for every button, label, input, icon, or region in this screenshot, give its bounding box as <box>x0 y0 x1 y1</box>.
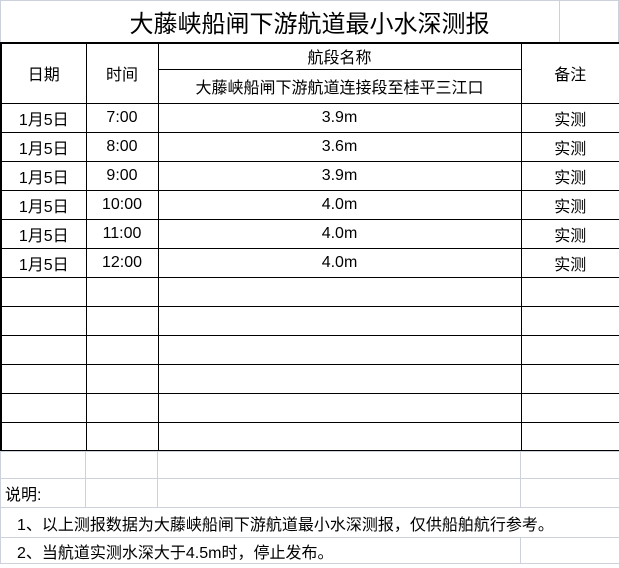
note-row-1: 1、以上测报数据为大藤峡船闸下游航道最小水深测报，仅供船舶航行参考。 <box>0 507 619 538</box>
header-row-1: 日期 时间 航段名称 备注 <box>0 42 619 104</box>
date-cell: 1月5日 <box>0 160 87 191</box>
note-text-1: 1、以上测报数据为大藤峡船闸下游航道最小水深测报，仅供船舶航行参考。 <box>0 507 619 538</box>
table-row: 1月5日 12:00 4.0m 实测 <box>0 247 619 278</box>
table-row-empty <box>0 392 619 423</box>
depth-cell: 4.0m <box>157 189 522 220</box>
notes-section: 说明: 1、以上测报数据为大藤峡船闸下游航道最小水深测报，仅供船舶航行参考。 2… <box>0 451 619 564</box>
empty-cell <box>85 305 159 336</box>
empty-cell <box>85 334 159 365</box>
time-cell: 12:00 <box>85 247 159 278</box>
notes-label-row: 说明: <box>0 478 619 508</box>
table-row-empty <box>0 276 619 307</box>
table-row: 1月5日 11:00 4.0m 实测 <box>0 218 619 249</box>
empty-cell <box>0 305 87 336</box>
table-row: 1月5日 8:00 3.6m 实测 <box>0 131 619 162</box>
empty-cell <box>85 392 159 423</box>
empty-cell <box>520 478 619 508</box>
date-cell: 1月5日 <box>0 218 87 249</box>
empty-cell <box>520 392 619 423</box>
time-cell: 7:00 <box>85 102 159 133</box>
table-row: 1月5日 9:00 3.9m 实测 <box>0 160 619 191</box>
time-cell: 8:00 <box>85 131 159 162</box>
title-gridline <box>559 1 560 42</box>
date-cell: 1月5日 <box>0 131 87 162</box>
empty-cell <box>157 451 521 479</box>
empty-cell <box>520 305 619 336</box>
empty-cell <box>0 363 87 394</box>
header-time: 时间 <box>85 42 159 104</box>
empty-cell <box>157 334 522 365</box>
date-cell: 1月5日 <box>0 189 87 220</box>
remark-cell: 实测 <box>520 247 619 278</box>
empty-cell <box>157 392 522 423</box>
empty-cell <box>520 276 619 307</box>
depth-table: 日期 时间 航段名称 备注 大藤峡船闸下游航道连接段至桂平三江口 1月5日 7:… <box>0 42 619 452</box>
remark-cell: 实测 <box>520 131 619 162</box>
time-cell: 10:00 <box>85 189 159 220</box>
time-cell: 11:00 <box>85 218 159 249</box>
note-text-2: 2、当航道实测水深大于4.5m时，停止发布。 <box>0 537 521 564</box>
note-row-2: 2、当航道实测水深大于4.5m时，停止发布。 <box>0 537 619 564</box>
header-section: 航段名称 <box>157 42 522 70</box>
empty-cell <box>0 334 87 365</box>
empty-cell <box>157 363 522 394</box>
depth-cell: 3.6m <box>157 131 522 162</box>
table-row-empty <box>0 305 619 336</box>
empty-cell <box>85 276 159 307</box>
empty-cell <box>520 421 619 452</box>
depth-cell: 4.0m <box>157 218 522 249</box>
empty-cell <box>0 392 87 423</box>
header-row-2: 大藤峡船闸下游航道连接段至桂平三江口 <box>1 68 619 104</box>
empty-cell <box>0 451 86 479</box>
empty-cell <box>157 478 521 508</box>
table-row: 1月5日 7:00 3.9m 实测 <box>0 102 619 133</box>
empty-cell <box>520 334 619 365</box>
date-cell: 1月5日 <box>0 102 87 133</box>
remark-cell: 实测 <box>520 160 619 191</box>
depth-cell: 3.9m <box>157 102 522 133</box>
empty-cell <box>520 451 619 479</box>
notes-label: 说明: <box>0 478 86 508</box>
empty-cell <box>85 363 159 394</box>
table-row: 1月5日 10:00 4.0m 实测 <box>0 189 619 220</box>
empty-cell <box>157 305 522 336</box>
empty-cell <box>0 421 87 452</box>
remark-cell: 实测 <box>520 189 619 220</box>
remark-cell: 实测 <box>520 218 619 249</box>
remark-cell: 实测 <box>520 102 619 133</box>
time-cell: 9:00 <box>85 160 159 191</box>
empty-cell <box>85 478 158 508</box>
date-cell: 1月5日 <box>0 247 87 278</box>
empty-cell <box>157 421 522 452</box>
table-row-empty <box>0 363 619 394</box>
page-title: 大藤峡船闸下游航道最小水深测报 <box>129 11 490 38</box>
grid-row-empty <box>0 451 619 479</box>
depth-cell: 4.0m <box>157 247 522 278</box>
empty-cell <box>85 451 158 479</box>
table-row-empty <box>0 421 619 452</box>
empty-cell <box>520 363 619 394</box>
header-date: 日期 <box>0 42 87 104</box>
table-row-empty <box>0 334 619 365</box>
empty-cell <box>157 276 522 307</box>
title-band: 大藤峡船闸下游航道最小水深测报 <box>0 0 619 42</box>
header-section-name: 大藤峡船闸下游航道连接段至桂平三江口 <box>157 68 522 104</box>
depth-cell: 3.9m <box>157 160 522 191</box>
empty-cell <box>520 537 619 564</box>
header-remark: 备注 <box>520 42 619 104</box>
empty-cell <box>0 276 87 307</box>
empty-cell <box>85 421 159 452</box>
